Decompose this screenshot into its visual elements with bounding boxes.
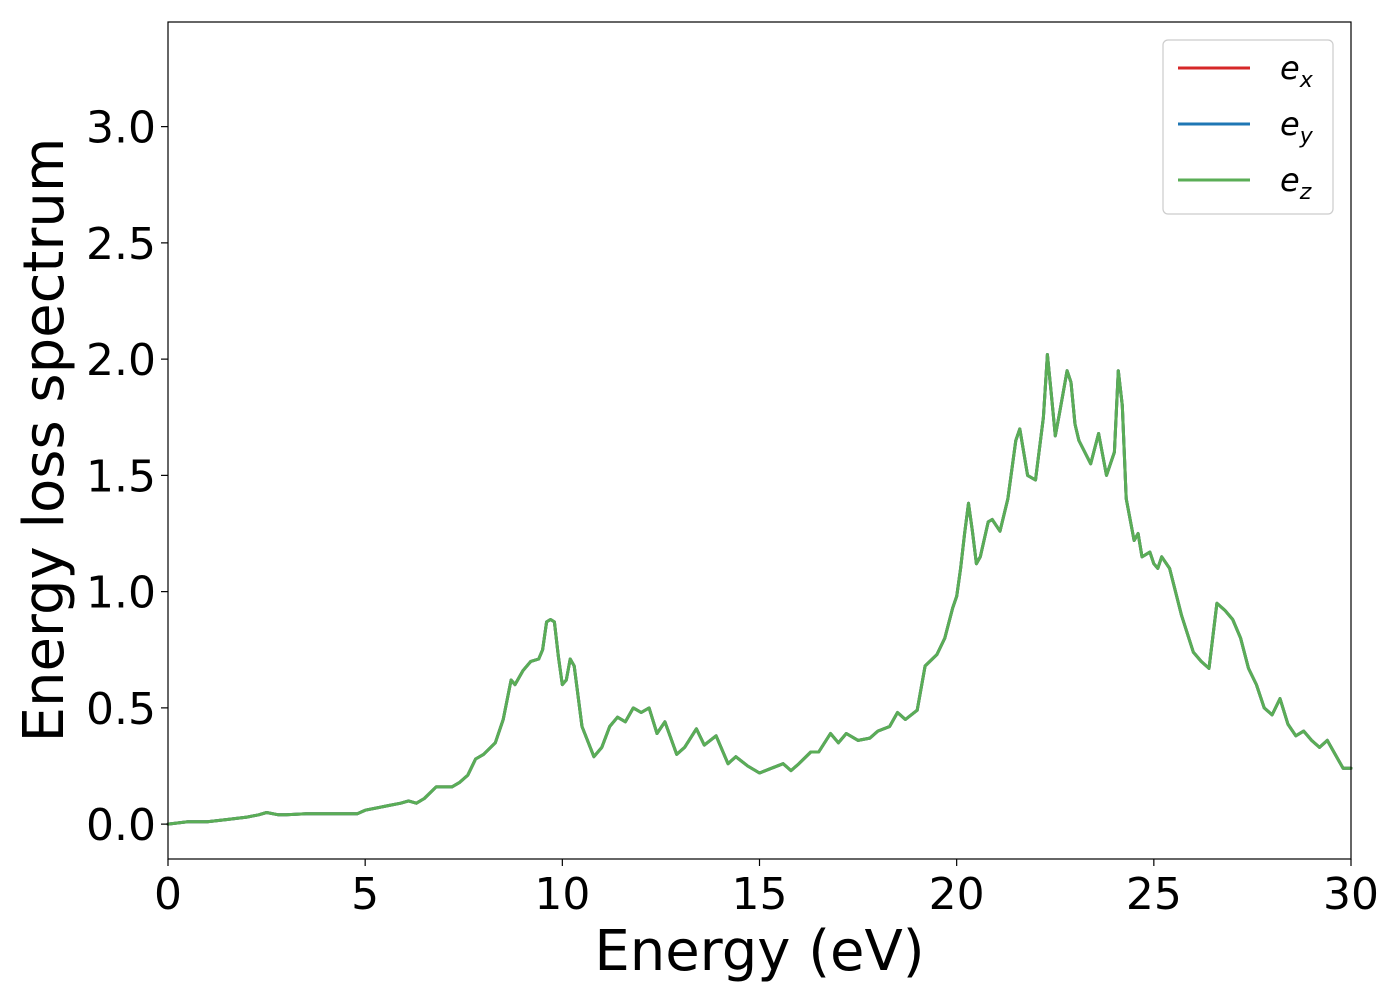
x-tick-label: 25 xyxy=(1126,869,1182,920)
x-tick-label: 20 xyxy=(929,869,985,920)
y-axis-title: Energy loss spectrum xyxy=(12,138,77,743)
legend-label-subscript: z xyxy=(1299,180,1312,205)
y-axis-ticks: 0.0 0.5 1.0 1.5 2.0 2.5 3.0 xyxy=(86,103,168,851)
legend-label-y: ey xyxy=(1280,105,1314,149)
y-tick-label: 2.5 xyxy=(86,219,156,270)
legend-frame xyxy=(1162,39,1334,215)
y-tick-label: 0.0 xyxy=(86,800,156,851)
legend-label-subscript: y xyxy=(1299,124,1314,149)
legend-label-subscript: x xyxy=(1299,68,1314,93)
legend-label-base: e xyxy=(1280,49,1300,87)
legend-label-base: e xyxy=(1280,161,1300,199)
x-tick-label: 30 xyxy=(1323,869,1379,920)
x-axis-title: Energy (eV) xyxy=(594,919,924,984)
legend-label-x: ex xyxy=(1280,49,1314,93)
legend-label-z: ez xyxy=(1280,161,1312,205)
y-tick-label: 2.0 xyxy=(86,335,156,386)
x-axis-ticks: 0 5 10 15 20 25 30 xyxy=(154,859,1379,920)
y-tick-label: 3.0 xyxy=(86,103,156,154)
series-layer xyxy=(166,353,1353,826)
x-tick-label: 10 xyxy=(534,869,590,920)
series-line-e-z xyxy=(166,353,1353,826)
legend-label-base: e xyxy=(1280,105,1300,143)
x-tick-label: 5 xyxy=(351,869,379,920)
x-tick-label: 15 xyxy=(732,869,788,920)
y-tick-label: 1.5 xyxy=(86,451,156,502)
x-tick-label: 0 xyxy=(154,869,182,920)
y-tick-label: 0.5 xyxy=(86,684,156,735)
y-tick-label: 1.0 xyxy=(86,568,156,619)
